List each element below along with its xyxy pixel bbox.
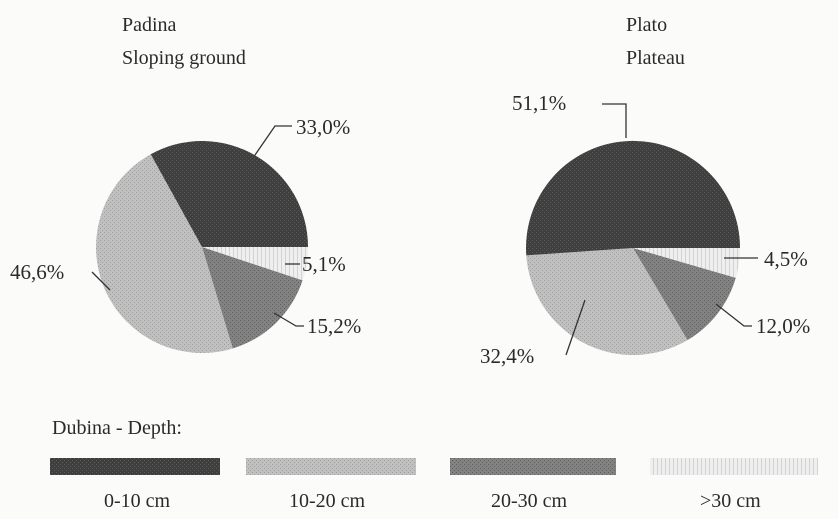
leader-line — [565, 299, 586, 356]
slice-label-over-30cm: 5,1% — [302, 252, 346, 276]
chart-title-line-1: Padina — [122, 14, 177, 36]
slice-over-30cm — [202, 247, 308, 281]
legend-swatch — [650, 458, 818, 475]
leader-lines — [91, 125, 304, 327]
slice-label-0-10cm: 51,1% — [512, 91, 566, 115]
slice-0-10cm — [150, 141, 308, 247]
leader-line — [91, 271, 111, 291]
slice-label-0-10cm: 33,0% — [296, 115, 350, 139]
legend-title: Dubina - Depth: — [52, 417, 182, 439]
slice-label-20-30cm: 12,0% — [756, 314, 810, 338]
pie-slices — [526, 140, 740, 355]
slice-20-30cm — [633, 248, 736, 341]
chart-title-line-1: Plato — [626, 14, 667, 36]
legend-label: 20-30 cm — [491, 490, 568, 512]
legend-item-20-30cm: 20-30 cm — [450, 458, 616, 512]
leader-line — [254, 125, 292, 156]
legend-swatch — [246, 458, 416, 475]
leader-lines — [565, 103, 758, 356]
legend-item-10-20cm: 10-20 cm — [246, 458, 416, 512]
slice-10-20cm — [526, 248, 688, 355]
slice-label-over-30cm: 4,5% — [764, 247, 808, 271]
slice-0-10cm — [526, 140, 740, 256]
legend-label: >30 cm — [700, 490, 761, 512]
legend-item-0-10cm: 0-10 cm — [50, 458, 220, 512]
pie-chart-plateau: Plato Plateau 51,1% 32,4% 12,0% 4,5% — [480, 14, 810, 368]
legend-swatch — [450, 458, 616, 475]
pie-chart-sloping-ground: Padina Sloping ground 33,0% 46,6% 15,2% … — [10, 14, 361, 353]
chart-title-line-2: Plateau — [626, 47, 685, 69]
slice-label-10-20cm: 46,6% — [10, 260, 64, 284]
slice-10-20cm — [96, 154, 233, 353]
pie-slices — [96, 141, 308, 353]
slice-label-10-20cm: 32,4% — [480, 344, 534, 368]
legend-label: 10-20 cm — [289, 490, 366, 512]
legend-item-over-30cm: >30 cm — [650, 458, 818, 512]
slice-20-30cm — [202, 247, 303, 349]
slice-label-20-30cm: 15,2% — [307, 314, 361, 338]
leader-line — [715, 303, 752, 327]
legend-label: 0-10 cm — [104, 490, 171, 512]
slice-over-30cm — [633, 248, 740, 278]
legend-swatch — [50, 458, 220, 475]
leader-line — [602, 103, 627, 138]
legend: Dubina - Depth: 0-10 cm 10-20 cm 20-30 c… — [50, 417, 818, 512]
chart-title-line-2: Sloping ground — [122, 47, 246, 69]
leader-line — [273, 312, 304, 327]
